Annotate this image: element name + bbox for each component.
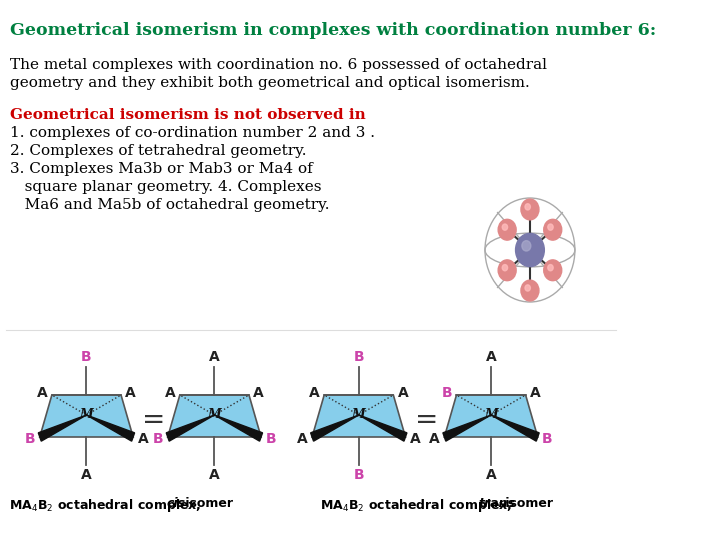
Text: The metal complexes with coordination no. 6 possessed of octahedral: The metal complexes with coordination no… [10, 58, 547, 72]
Circle shape [548, 265, 553, 271]
Text: A: A [209, 468, 220, 482]
Circle shape [521, 280, 539, 301]
Text: A: A [410, 432, 420, 446]
Circle shape [498, 260, 516, 281]
Text: Ma6 and Ma5b of octahedral geometry.: Ma6 and Ma5b of octahedral geometry. [10, 198, 330, 212]
Circle shape [503, 224, 508, 230]
Text: MA$_4$B$_2$ octahedral complex,: MA$_4$B$_2$ octahedral complex, [320, 497, 513, 514]
Polygon shape [310, 415, 359, 441]
Text: A: A [81, 468, 92, 482]
Text: isomer: isomer [181, 497, 233, 510]
Circle shape [521, 199, 539, 220]
Text: M: M [352, 408, 366, 422]
Text: A: A [37, 386, 48, 400]
Text: =: = [142, 406, 166, 434]
Circle shape [544, 219, 562, 240]
Circle shape [525, 285, 531, 291]
Text: A: A [486, 468, 496, 482]
Circle shape [522, 241, 531, 251]
Polygon shape [359, 415, 407, 441]
Text: A: A [397, 386, 408, 400]
Polygon shape [312, 395, 405, 437]
Text: Geometrical isomerism in complexes with coordination number 6:: Geometrical isomerism in complexes with … [10, 22, 657, 39]
Text: B: B [81, 350, 91, 364]
Circle shape [525, 204, 531, 210]
Text: A: A [530, 386, 541, 400]
Text: trans: trans [478, 497, 515, 510]
Polygon shape [215, 415, 263, 441]
Text: Geometrical isomerism is not observed in: Geometrical isomerism is not observed in [10, 108, 366, 122]
Text: A: A [138, 432, 148, 446]
Text: 3. Complexes Ma3b or Mab3 or Ma4 of: 3. Complexes Ma3b or Mab3 or Ma4 of [10, 162, 313, 176]
Text: B: B [354, 350, 364, 364]
Text: M: M [207, 408, 221, 422]
Text: M: M [484, 408, 498, 422]
Polygon shape [444, 395, 538, 437]
Text: MA$_4$B$_2$ octahedral complex,: MA$_4$B$_2$ octahedral complex, [9, 497, 202, 514]
Text: A: A [209, 350, 220, 364]
Circle shape [503, 265, 508, 271]
Polygon shape [86, 415, 135, 441]
Polygon shape [168, 395, 261, 437]
Text: B: B [542, 432, 553, 446]
Text: A: A [297, 432, 307, 446]
Text: cis: cis [167, 497, 186, 510]
Text: B: B [24, 432, 35, 446]
Polygon shape [443, 415, 491, 441]
Text: B: B [354, 468, 364, 482]
Text: M: M [79, 408, 94, 422]
Text: B: B [266, 432, 276, 446]
Polygon shape [491, 415, 539, 441]
Text: A: A [125, 386, 136, 400]
Text: A: A [165, 386, 176, 400]
Text: A: A [309, 386, 320, 400]
Text: A: A [486, 350, 496, 364]
Text: isomer: isomer [500, 497, 552, 510]
Polygon shape [166, 415, 215, 441]
Circle shape [544, 260, 562, 281]
Text: 2. Complexes of tetrahedral geometry.: 2. Complexes of tetrahedral geometry. [10, 144, 307, 158]
Text: B: B [441, 386, 452, 400]
Circle shape [498, 219, 516, 240]
Circle shape [516, 233, 544, 267]
Text: 1. complexes of co-ordination number 2 and 3 .: 1. complexes of co-ordination number 2 a… [10, 126, 375, 140]
Text: A: A [429, 432, 440, 446]
Polygon shape [38, 415, 86, 441]
Circle shape [548, 224, 553, 230]
Text: geometry and they exhibit both geometrical and optical isomerism.: geometry and they exhibit both geometric… [10, 76, 530, 90]
Text: =: = [415, 406, 438, 434]
Text: A: A [253, 386, 264, 400]
Text: square planar geometry. 4. Complexes: square planar geometry. 4. Complexes [10, 180, 322, 194]
Polygon shape [40, 395, 133, 437]
Text: B: B [153, 432, 163, 446]
